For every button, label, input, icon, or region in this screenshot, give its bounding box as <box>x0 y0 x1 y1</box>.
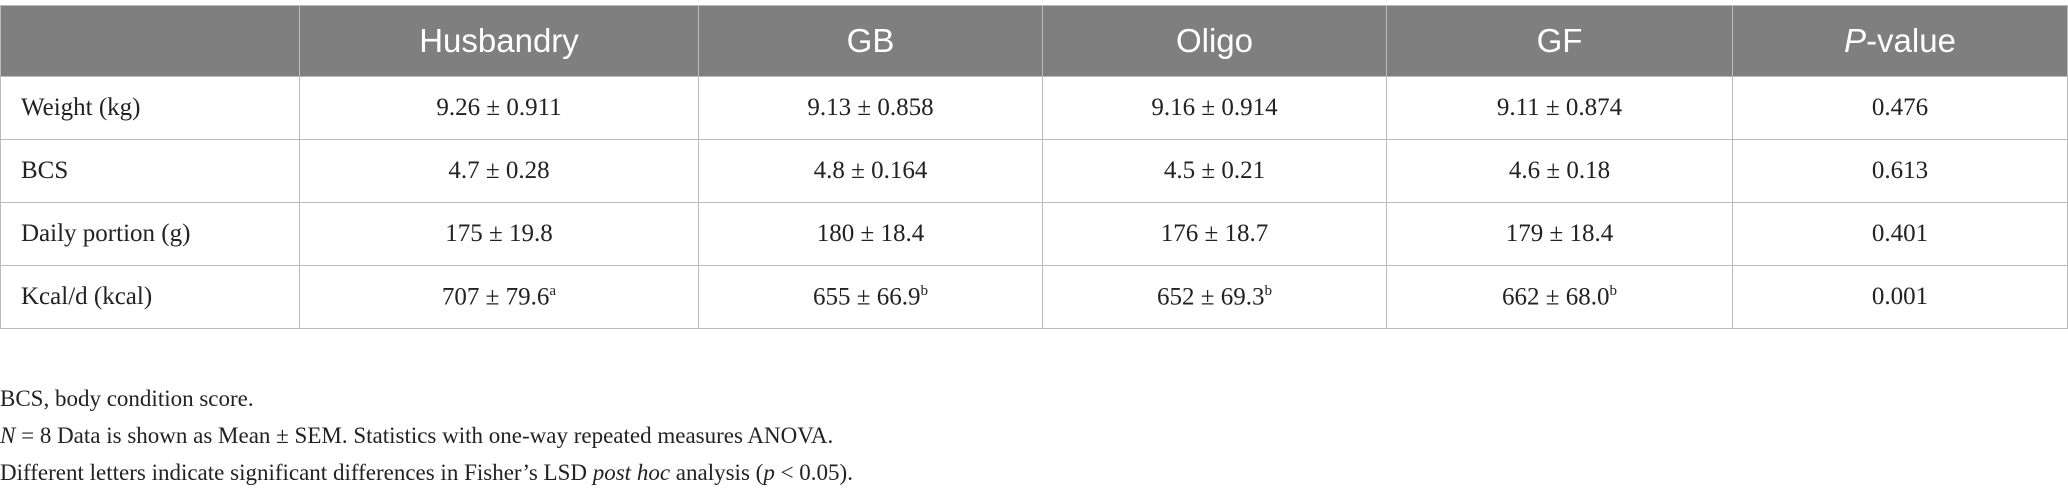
text-segment: Different letters indicate significant d… <box>0 460 593 485</box>
table-cell: 0.613 <box>1732 139 2068 203</box>
cell-value: 179 ± 18.4 <box>1505 220 1614 247</box>
text-segment: post hoc <box>592 460 671 485</box>
text-segment: GF <box>1536 22 1583 59</box>
cell-value: 707 ± 79.6 <box>441 283 550 311</box>
superscript: b <box>1609 282 1617 299</box>
footnote: BCS, body condition score. <box>0 380 853 417</box>
table-cell: 652 ± 69.3b <box>1042 265 1387 329</box>
table-cell: 4.6 ± 0.18 <box>1386 139 1733 203</box>
superscript: b <box>1264 282 1272 299</box>
cell-value: 662 ± 68.0 <box>1502 283 1610 311</box>
table-cell: 179 ± 18.4 <box>1386 202 1733 266</box>
text-segment: GB <box>846 22 895 59</box>
column-header: GF <box>1386 5 1733 77</box>
table-cell: 9.26 ± 0.911 <box>299 76 699 140</box>
text-segment: < 0.05). <box>774 460 853 485</box>
table-cell: 0.401 <box>1732 202 2068 266</box>
table-cell: 9.11 ± 0.874 <box>1386 76 1733 140</box>
column-header: GB <box>698 5 1043 77</box>
row-label: Weight (kg) <box>0 76 300 140</box>
table-cell: 9.16 ± 0.914 <box>1042 76 1387 140</box>
table-cell: 655 ± 66.9b <box>698 265 1043 329</box>
header-corner <box>0 5 300 77</box>
cell-value: 0.476 <box>1871 94 1929 121</box>
table-cell: 180 ± 18.4 <box>698 202 1043 266</box>
cell-value: 176 ± 18.7 <box>1160 220 1269 247</box>
column-header: Oligo <box>1042 5 1387 77</box>
cell-value: 4.7 ± 0.28 <box>448 157 550 184</box>
row-label: BCS <box>0 139 300 203</box>
row-label: Daily portion (g) <box>0 202 300 266</box>
table-cell: 4.5 ± 0.21 <box>1042 139 1387 203</box>
data-table: Husbandry GB Oligo GF P-value Weight (kg) 9.2… <box>0 5 2068 329</box>
cell-value: 4.8 ± 0.164 <box>813 157 928 184</box>
footnote: Different letters indicate significant d… <box>0 454 853 491</box>
cell-value: 9.11 ± 0.874 <box>1496 94 1623 121</box>
table-cell: 176 ± 18.7 <box>1042 202 1387 266</box>
text-segment: N <box>0 423 16 448</box>
column-header: Husbandry <box>299 5 699 77</box>
cell-value: 4.6 ± 0.18 <box>1508 157 1611 184</box>
table-row: Kcal/d (kcal) 707 ± 79.6a 655 ± 66.9b 652 ±… <box>0 265 2068 329</box>
cell-value: 175 ± 19.8 <box>445 220 553 247</box>
row-label: Kcal/d (kcal) <box>0 265 300 329</box>
text-segment: -value <box>1866 22 1956 59</box>
table-cell: 707 ± 79.6a <box>299 265 699 329</box>
cell-value: 0.613 <box>1871 157 1929 184</box>
cell-value: 0.001 <box>1871 283 1929 310</box>
table-cell: 4.7 ± 0.28 <box>299 139 699 203</box>
text-segment: BCS, body condition score. <box>0 386 254 411</box>
cell-value: 652 ± 69.3 <box>1157 283 1265 311</box>
table-cell: 9.13 ± 0.858 <box>698 76 1043 140</box>
cell-value: 9.16 ± 0.914 <box>1151 94 1278 121</box>
table-cell: 4.8 ± 0.164 <box>698 139 1043 203</box>
table-row: Daily portion (g) 175 ± 19.8 180 ± 18.4 176… <box>0 202 2068 266</box>
cell-value: 180 ± 18.4 <box>816 220 925 247</box>
cell-value: 4.5 ± 0.21 <box>1163 157 1266 184</box>
text-segment: = 8 Data is shown as Mean ± SEM. Statist… <box>15 423 834 448</box>
table-cell: 0.476 <box>1732 76 2068 140</box>
superscript: a <box>549 282 557 299</box>
table-cell: 0.001 <box>1732 265 2068 329</box>
cell-value: 655 ± 66.9 <box>813 283 921 311</box>
text-segment: p <box>763 460 775 485</box>
text-segment: Husbandry <box>419 22 579 59</box>
table-cell: 175 ± 19.8 <box>299 202 699 266</box>
cell-value: 9.26 ± 0.911 <box>436 94 562 121</box>
footnotes: BCS, body condition score. N = 8 Data is … <box>0 380 853 491</box>
text-segment: P <box>1844 22 1867 59</box>
text-segment: Oligo <box>1175 22 1254 59</box>
table-row: Weight (kg) 9.26 ± 0.911 9.13 ± 0.858 9.16 … <box>0 76 2068 140</box>
header-row: Husbandry GB Oligo GF P-value <box>0 5 2068 77</box>
cell-value: 9.13 ± 0.858 <box>807 94 934 121</box>
text-segment: analysis ( <box>670 460 764 485</box>
footnote: N = 8 Data is shown as Mean ± SEM. Stati… <box>0 417 853 454</box>
column-header: P-value <box>1732 5 2068 77</box>
table-cell: 662 ± 68.0b <box>1386 265 1733 329</box>
superscript: b <box>920 282 928 299</box>
cell-value: 0.401 <box>1871 220 1929 247</box>
table-row: BCS 4.7 ± 0.28 4.8 ± 0.164 4.5 ± 0.21 4.6 ± … <box>0 139 2068 203</box>
